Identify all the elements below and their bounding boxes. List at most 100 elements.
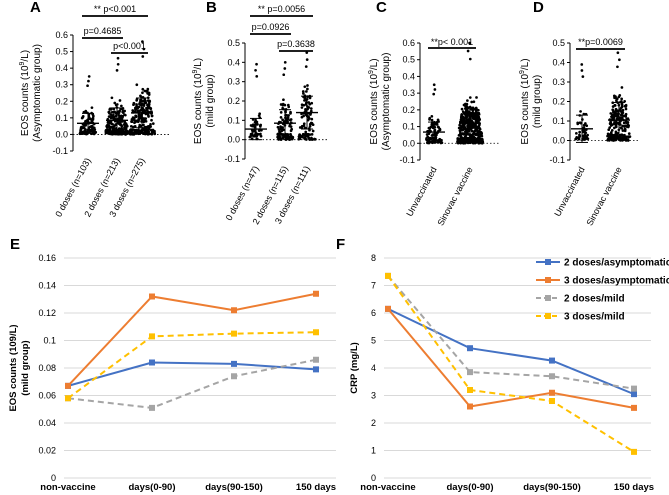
data-point (302, 114, 305, 118)
x-tick-label: non-vaccine (360, 482, 415, 493)
data-point (615, 112, 618, 115)
y-axis-label-line: EOS counts (109/L) (368, 58, 380, 144)
p-value-label: p=0.4685 (84, 26, 122, 36)
panel-label: C (376, 0, 387, 16)
data-point (427, 139, 431, 143)
data-point (611, 108, 615, 112)
y-tick-label: 5 (371, 336, 376, 346)
dot-group (245, 62, 267, 141)
y-tick-label: 0.06 (38, 391, 56, 401)
data-point (129, 128, 132, 132)
data-point (429, 125, 433, 129)
data-point (470, 120, 473, 124)
data-point (279, 116, 283, 119)
data-point (433, 88, 437, 91)
data-point (302, 122, 306, 126)
data-point (78, 132, 82, 136)
y-tick-label: 0.1 (552, 116, 565, 126)
y-tick-label: 0.4 (402, 71, 415, 81)
data-point (259, 132, 262, 136)
y-tick-label: 2 (371, 418, 376, 428)
data-point (135, 103, 138, 106)
data-point (297, 134, 301, 138)
data-point (626, 121, 630, 124)
data-point (620, 86, 624, 89)
data-point (116, 56, 120, 60)
data-point (115, 69, 119, 72)
data-point (289, 125, 293, 128)
data-point (610, 129, 614, 132)
series-path (67, 331, 317, 400)
data-point (464, 138, 467, 142)
data-point (473, 138, 477, 142)
data-point (432, 83, 436, 87)
data-point (89, 128, 93, 132)
y-tick-label: -0.1 (52, 146, 68, 156)
data-point (624, 107, 628, 111)
y-tick-label: 0.08 (38, 363, 56, 373)
p-value-label: **p=0.0069 (578, 37, 623, 47)
data-point (613, 96, 616, 100)
data-point (620, 112, 624, 115)
data-point (434, 136, 438, 139)
y-tick-label: 0.4 (55, 63, 68, 73)
data-point (615, 122, 618, 126)
y-axis-label-line: CRP (mg/L) (349, 342, 360, 394)
y-tick-label: 0.1 (43, 336, 56, 346)
data-point (575, 131, 578, 135)
data-point (475, 138, 479, 142)
y-tick-label: 0.3 (55, 80, 68, 90)
dot-group (571, 63, 593, 143)
data-point (142, 131, 146, 135)
dot-group (104, 56, 130, 136)
data-point (284, 138, 288, 141)
data-point (438, 138, 441, 141)
legend-label: 3 doses/asymptomatic (564, 276, 669, 287)
data-point (281, 118, 284, 122)
y-tick-label: 0.5 (552, 38, 565, 48)
x-tick-label: days(90-150) (523, 482, 581, 493)
panel-c: C -0.1 0.0 0.1 0.2 0.3 0.4 0.5 0.6 UnvaccinatedSi… (376, 0, 500, 227)
data-point (472, 141, 476, 145)
data-point (582, 137, 585, 141)
data-point (92, 126, 96, 130)
y-tick-label: 0.14 (38, 281, 56, 291)
data-point (255, 62, 258, 66)
series-marker (65, 395, 71, 402)
data-point (134, 129, 137, 133)
data-point (609, 131, 613, 134)
data-point (300, 106, 304, 109)
data-point (140, 131, 143, 135)
data-point (136, 120, 140, 124)
data-point (90, 106, 94, 110)
data-point (309, 107, 313, 110)
dot-group (77, 75, 99, 136)
data-point (468, 96, 472, 99)
data-point (585, 135, 589, 139)
y-tick-label: 0.2 (402, 105, 415, 115)
data-point (428, 118, 431, 121)
data-point (462, 120, 466, 123)
data-point (249, 132, 253, 136)
data-point (576, 122, 580, 126)
data-point (113, 123, 117, 127)
data-point (147, 91, 151, 95)
data-point (142, 123, 145, 127)
data-point (627, 132, 631, 135)
data-point (460, 112, 464, 116)
y-tick-label: 0.2 (55, 96, 68, 106)
data-point (277, 134, 281, 137)
series-marker (385, 305, 391, 312)
data-point (620, 97, 623, 101)
data-point (125, 124, 129, 128)
x-tick-label: days(0-90) (447, 482, 494, 493)
data-point (309, 109, 313, 113)
data-point (259, 123, 263, 127)
data-point (134, 114, 138, 118)
data-point (304, 134, 308, 137)
data-point (310, 133, 314, 136)
data-point (144, 117, 148, 120)
x-tick-label: days(0-90) (129, 482, 176, 493)
